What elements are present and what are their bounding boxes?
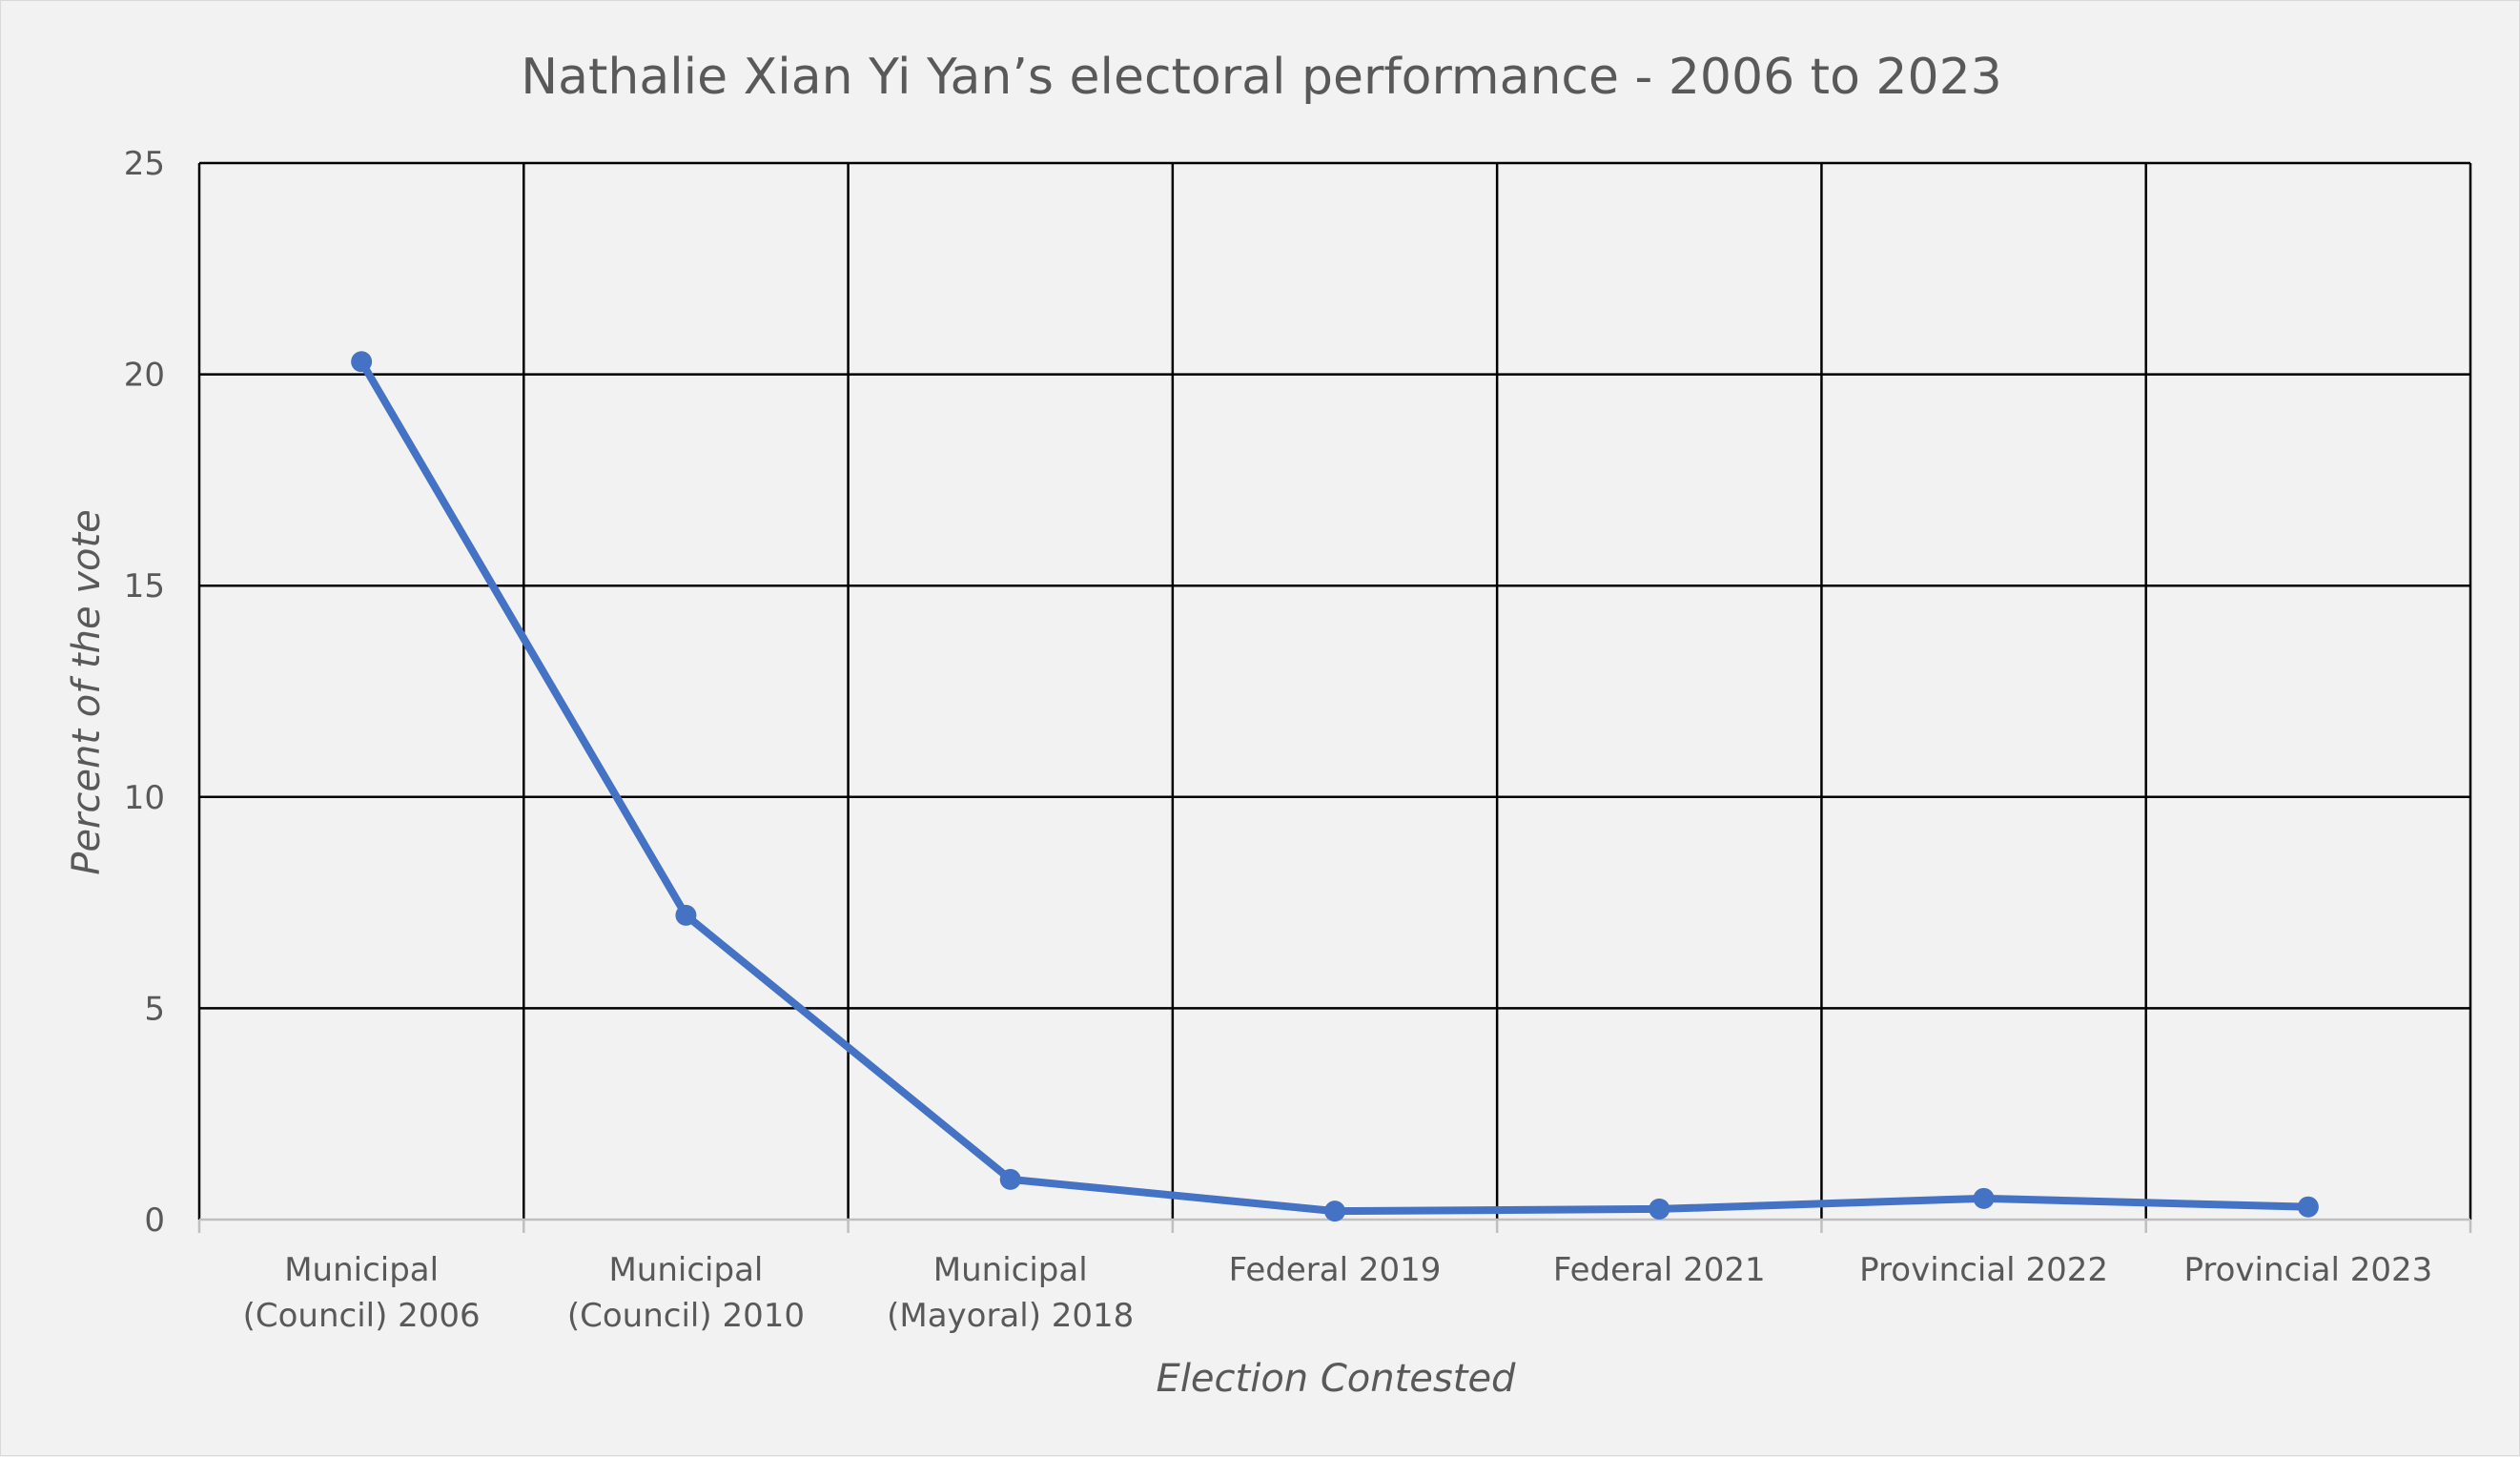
x-tick-label-line: Municipal [284, 1251, 439, 1289]
x-tick-label: Provincial 2023 [2183, 1251, 2432, 1289]
series-group [351, 351, 2319, 1222]
chart-title: Nathalie Xian Yi Yan’s electoral perform… [521, 49, 2002, 106]
x-tick-label-line: (Council) 2010 [567, 1297, 805, 1335]
y-tick-label: 5 [144, 990, 165, 1028]
x-tick-label-line: (Council) 2006 [243, 1297, 481, 1335]
y-tick-label: 0 [144, 1201, 165, 1240]
y-tick-label: 10 [124, 779, 165, 817]
x-tick-label-line: Municipal [608, 1251, 763, 1289]
x-tick-label: Municipal (Council) 2010 [567, 1251, 805, 1335]
x-tick-label: Municipal (Mayoral) 2018 [887, 1251, 1134, 1335]
data-point [1649, 1198, 1670, 1220]
data-point [1973, 1187, 1995, 1209]
x-tick-label-line: Federal 2021 [1553, 1251, 1766, 1289]
series-line [358, 358, 2312, 1216]
data-point [351, 351, 373, 373]
x-axis-ticks: Municipal (Council) 2006 Municipal (Council… [243, 1251, 2433, 1335]
y-axis-ticks: 0 5 10 15 20 25 [124, 145, 165, 1240]
x-tick-label: Provincial 2022 [1859, 1251, 2108, 1289]
data-point [1324, 1200, 1345, 1222]
x-tick-label: Municipal (Council) 2006 [243, 1251, 481, 1335]
x-tick-label: Federal 2019 [1229, 1251, 1442, 1289]
data-point [2297, 1196, 2319, 1218]
x-tick-label-line: Provincial 2022 [1859, 1251, 2108, 1289]
y-tick-label: 20 [124, 357, 165, 395]
x-tick-label-line: (Mayoral) 2018 [887, 1297, 1134, 1335]
x-tick-label-line: Municipal [933, 1251, 1088, 1289]
x-axis-title: Election Contested [1157, 1357, 1517, 1401]
data-point [999, 1168, 1021, 1190]
x-tick-label: Federal 2021 [1553, 1251, 1766, 1289]
y-tick-label: 25 [124, 145, 165, 183]
y-tick-label: 15 [124, 567, 165, 605]
x-tick-label-line: Provincial 2023 [2183, 1251, 2432, 1289]
gridlines [197, 161, 2472, 1233]
y-axis-title: Percent of the vote [65, 509, 109, 875]
data-point [675, 904, 697, 926]
x-tick-label-line: Federal 2019 [1229, 1251, 1442, 1289]
